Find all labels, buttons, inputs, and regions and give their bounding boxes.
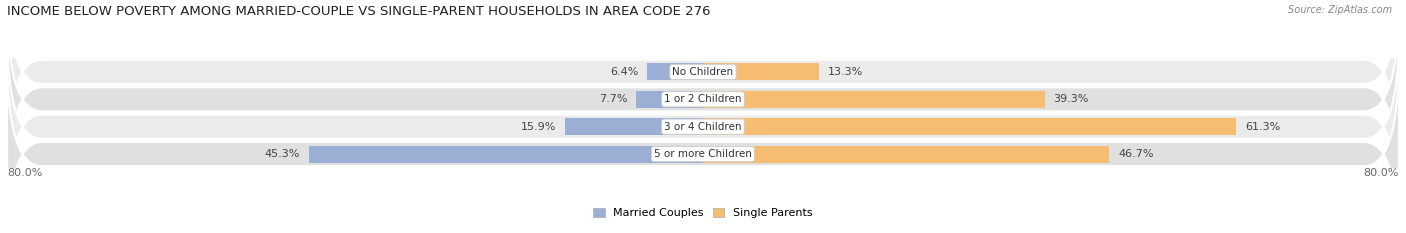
Text: 46.7%: 46.7% (1118, 149, 1153, 159)
Text: 15.9%: 15.9% (520, 122, 555, 132)
Text: 6.4%: 6.4% (610, 67, 638, 77)
Text: INCOME BELOW POVERTY AMONG MARRIED-COUPLE VS SINGLE-PARENT HOUSEHOLDS IN AREA CO: INCOME BELOW POVERTY AMONG MARRIED-COUPL… (7, 5, 710, 18)
Text: 80.0%: 80.0% (7, 168, 42, 178)
Text: 61.3%: 61.3% (1244, 122, 1281, 132)
Bar (565, 118, 703, 135)
FancyBboxPatch shape (7, 2, 1399, 197)
Bar (703, 146, 1109, 163)
Text: 39.3%: 39.3% (1053, 94, 1090, 104)
Text: Source: ZipAtlas.com: Source: ZipAtlas.com (1288, 5, 1392, 15)
Text: 5 or more Children: 5 or more Children (654, 149, 752, 159)
FancyBboxPatch shape (7, 0, 1399, 169)
Text: 13.3%: 13.3% (827, 67, 863, 77)
Bar (647, 63, 703, 80)
Bar (703, 63, 818, 80)
FancyBboxPatch shape (7, 29, 1399, 224)
Text: 80.0%: 80.0% (1364, 168, 1399, 178)
Bar (703, 91, 1045, 108)
Text: 45.3%: 45.3% (264, 149, 301, 159)
Text: 7.7%: 7.7% (599, 94, 627, 104)
Bar (309, 146, 703, 163)
Text: 3 or 4 Children: 3 or 4 Children (664, 122, 742, 132)
Legend: Married Couples, Single Parents: Married Couples, Single Parents (589, 203, 817, 223)
Text: 1 or 2 Children: 1 or 2 Children (664, 94, 742, 104)
FancyBboxPatch shape (7, 57, 1399, 233)
Bar (636, 91, 703, 108)
Text: No Children: No Children (672, 67, 734, 77)
Bar (703, 118, 1236, 135)
